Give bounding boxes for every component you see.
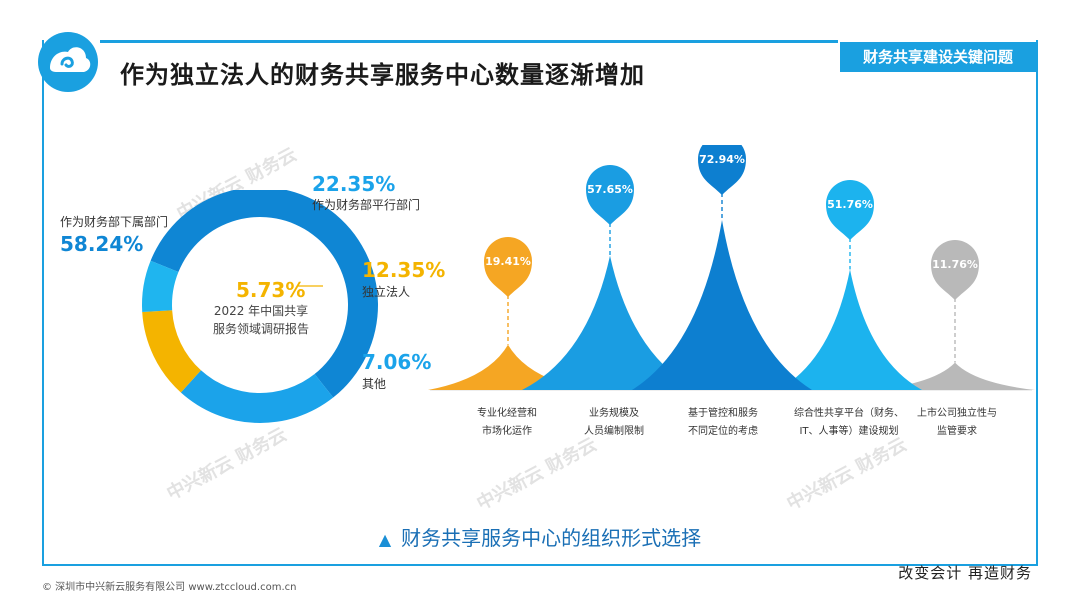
- top-border-line: [100, 40, 838, 43]
- peak-pin-4: [826, 180, 874, 240]
- category-3-line2: 不同定位的考虑: [688, 426, 758, 437]
- peak-4: [778, 269, 922, 390]
- segment-label-parallel: 作为财务部平行部门: [312, 198, 421, 212]
- triangle-icon: ▲: [378, 530, 392, 549]
- company-logo-icon: [38, 32, 98, 92]
- peak-value-label-4: 51.76%: [827, 198, 873, 211]
- donut-center-line2: 服务领域调研报告: [212, 322, 309, 336]
- peak-value-label-5: 11.76%: [932, 258, 978, 271]
- chart-subtitle: ▲ 财务共享服务中心的组织形式选择: [0, 522, 1080, 551]
- segment-value-parallel: 22.35%: [312, 172, 396, 196]
- donut-segment-independent: [142, 310, 201, 393]
- topic-badge: 财务共享建设关键问题: [840, 42, 1036, 72]
- category-label-4: 综合性共享平台（财务、 IT、人事等）建设规划: [774, 405, 924, 441]
- category-2-line1: 业务规模及: [589, 408, 639, 419]
- category-4-line2: IT、人事等）建设规划: [799, 426, 899, 437]
- category-3-line1: 基于管控和服务: [688, 408, 758, 419]
- page-title: 作为独立法人的财务共享服务中心数量逐渐增加: [120, 61, 645, 89]
- category-5-line1: 上市公司独立性与: [917, 408, 997, 419]
- category-4-line1: 综合性共享平台（财务、: [794, 408, 904, 419]
- donut-chart: [142, 190, 378, 423]
- peak-value-label-1: 19.41%: [485, 255, 531, 268]
- segment-label-independent: 独立法人: [362, 285, 411, 299]
- peak-5: [875, 362, 1035, 390]
- peak-2: [522, 255, 698, 390]
- footer-slogan: 改变会计 再造财务: [898, 564, 1032, 582]
- segment-label-other: 其他: [362, 377, 387, 391]
- highlight-value: 5.73%: [236, 278, 306, 302]
- peak-pin-5: [931, 240, 979, 300]
- chart-subtitle-text: 财务共享服务中心的组织形式选择: [401, 526, 702, 550]
- category-5-line2: 监管要求: [937, 426, 977, 437]
- peak-value-label-2: 57.65%: [587, 183, 633, 196]
- peak-value-label-3: 72.94%: [699, 153, 745, 166]
- category-label-1: 专业化经营和 市场化运作: [432, 405, 582, 441]
- donut-center-text: 2022 年中国共享 服务领域调研报告: [186, 302, 336, 338]
- category-label-2: 业务规模及 人员编制限制: [539, 405, 689, 441]
- category-2-line2: 人员编制限制: [584, 426, 644, 437]
- segment-value-subordinate: 58.24%: [60, 232, 144, 256]
- donut-center-line1: 2022 年中国共享: [213, 304, 309, 318]
- category-1-line2: 市场化运作: [482, 426, 532, 437]
- peak-pin-3: [698, 145, 746, 195]
- peaks-chart: 19.41% 57.65% 72.94% 51.76% 11.76%: [428, 145, 1035, 391]
- category-1-line1: 专业化经营和: [477, 408, 537, 419]
- donut-segment-other: [142, 260, 179, 313]
- peak-pin-2: [586, 165, 634, 225]
- peak-pin-1: [484, 237, 532, 297]
- footer-copyright: © 深圳市中兴新云服务有限公司 www.ztccloud.com.cn: [42, 582, 297, 593]
- segment-label-subordinate: 作为财务部下属部门: [60, 215, 169, 229]
- content-frame: [42, 40, 1038, 566]
- donut-segment-parallel: [180, 370, 334, 423]
- segment-value-other: 7.06%: [362, 350, 432, 374]
- segment-value-independent: 12.35%: [362, 258, 446, 282]
- peak-3: [632, 220, 812, 390]
- category-label-3: 基于管控和服务 不同定位的考虑: [648, 405, 798, 441]
- category-label-5: 上市公司独立性与 监管要求: [882, 405, 1032, 441]
